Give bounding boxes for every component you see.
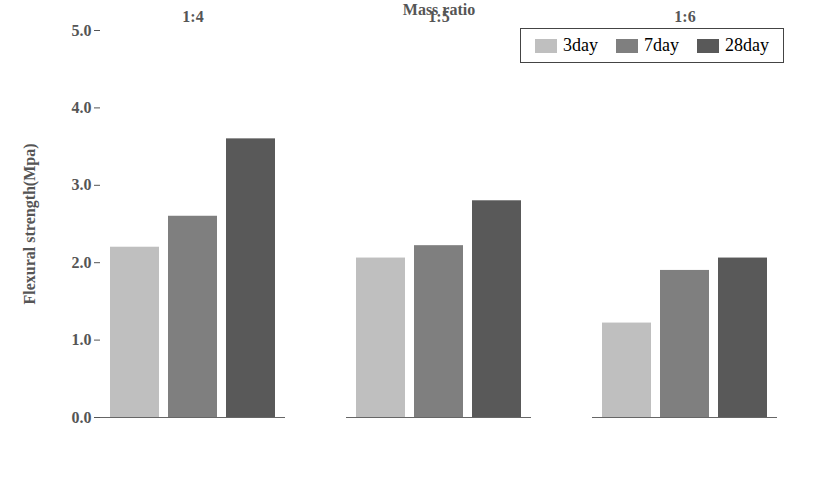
svg-text:0.0: 0.0 bbox=[72, 409, 92, 426]
svg-text:5.0: 5.0 bbox=[72, 22, 92, 39]
svg-text:1.0: 1.0 bbox=[72, 331, 92, 348]
html-text:7day: 7day bbox=[644, 35, 679, 55]
html-text:3day: 3day bbox=[563, 35, 598, 55]
svg-text:3.0: 3.0 bbox=[72, 176, 92, 193]
svg-text:4.0: 4.0 bbox=[72, 99, 92, 116]
svg-text:Mass ratio: Mass ratio bbox=[403, 1, 475, 18]
svg-text:1:4: 1:4 bbox=[182, 8, 203, 25]
svg-text:1:6: 1:6 bbox=[674, 8, 695, 25]
html-text:28day: 28day bbox=[725, 35, 769, 55]
svg-text:2.0: 2.0 bbox=[72, 254, 92, 271]
svg-text:Flexural strength(Mpa): Flexural strength(Mpa) bbox=[21, 143, 39, 304]
